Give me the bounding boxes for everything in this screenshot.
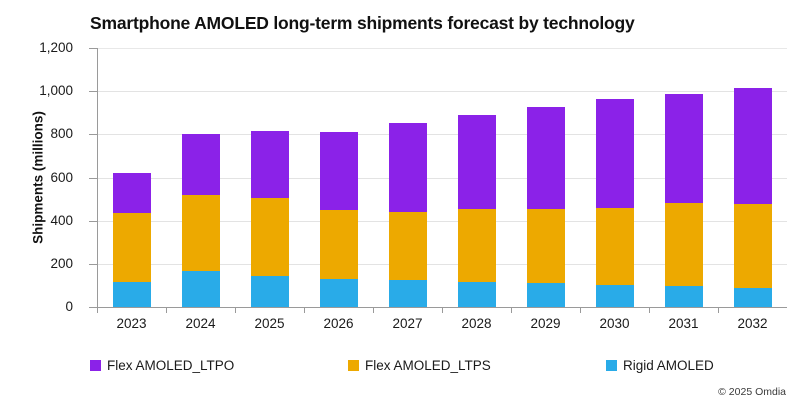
bar-segment[interactable] [457, 209, 496, 283]
legend-swatch-icon [90, 359, 101, 371]
y-tick-mark [89, 48, 97, 49]
bar-segment[interactable] [733, 203, 772, 288]
bar-segment[interactable] [388, 212, 427, 281]
bar-segment[interactable] [250, 198, 289, 277]
x-tick-label: 2025 [254, 316, 285, 331]
y-tick-mark [89, 177, 97, 179]
bar-group[interactable] [733, 48, 772, 307]
bar-segment[interactable] [664, 286, 703, 307]
legend-swatch-icon [606, 359, 617, 371]
bar-segment[interactable] [250, 131, 289, 199]
gridline [97, 263, 787, 265]
bar-group[interactable] [181, 48, 220, 307]
bar-segment[interactable] [526, 107, 565, 209]
bar-segment[interactable] [112, 172, 151, 214]
y-tick-label: 1,200 [39, 40, 73, 55]
legend-swatch-icon [348, 359, 359, 371]
bar-segment[interactable] [319, 131, 358, 210]
chart-title: Smartphone AMOLED long-term shipments fo… [90, 13, 635, 33]
x-tick-label: 2023 [116, 316, 147, 331]
plot-area: 0 200 400 600 800 1,000 1,200 2023 2024 2025 2026… [39, 41, 787, 331]
bar-segment[interactable] [595, 284, 634, 307]
bar-group[interactable] [457, 48, 496, 307]
bar-segment[interactable] [457, 114, 496, 210]
gridline [97, 177, 787, 179]
bar-group[interactable] [595, 48, 634, 307]
x-tick-mark [718, 307, 719, 313]
gridline [97, 48, 787, 49]
x-tick-label: 2031 [668, 316, 699, 331]
y-tick-mark [89, 220, 97, 222]
x-tick-mark [580, 307, 581, 313]
bar-segment[interactable] [250, 276, 289, 307]
y-tick-mark [89, 91, 97, 93]
x-tick-label: 2026 [323, 316, 354, 331]
bar-segment[interactable] [664, 93, 703, 204]
bar-segment[interactable] [319, 279, 358, 307]
legend-label: Rigid AMOLED [623, 357, 714, 373]
bar-group[interactable] [319, 48, 358, 307]
bar-segment[interactable] [595, 98, 634, 209]
bar-segment[interactable] [388, 280, 427, 307]
y-tick-mark [89, 307, 97, 308]
legend-item[interactable]: Flex AMOLED_LTPS [348, 356, 491, 374]
bar-segment[interactable] [319, 209, 358, 280]
bar-segment[interactable] [112, 213, 151, 282]
x-tick-mark [97, 307, 98, 313]
x-tick-mark [166, 307, 167, 313]
y-tick-mark [89, 263, 97, 265]
x-tick-mark [304, 307, 305, 313]
bar-group[interactable] [526, 48, 565, 307]
y-tick-label: 400 [50, 212, 73, 228]
copyright-notice: © 2025 Omdia [718, 386, 786, 398]
bar-segment[interactable] [181, 270, 220, 307]
bar-group[interactable] [112, 48, 151, 307]
x-tick-label: 2028 [461, 316, 492, 331]
bar-segment[interactable] [112, 281, 151, 307]
y-tick-label: 0 [65, 299, 73, 314]
x-tick-label: 2029 [530, 316, 561, 331]
bar-segment[interactable] [733, 88, 772, 204]
legend-item[interactable]: Rigid AMOLED [606, 356, 714, 374]
x-tick-mark [373, 307, 374, 313]
x-tick-label: 2027 [392, 316, 423, 331]
x-tick-label: 2024 [185, 316, 216, 331]
bar-segment[interactable] [181, 194, 220, 271]
x-tick-mark [235, 307, 236, 313]
x-tick-label: 2030 [599, 316, 630, 331]
chart-legend: Flex AMOLED_LTPO Flex AMOLED_LTPS Rigid AM… [90, 356, 714, 376]
bar-segment[interactable] [733, 287, 772, 307]
x-tick-label: 2032 [737, 316, 768, 331]
gridline [97, 134, 787, 136]
bar-group[interactable] [664, 48, 703, 307]
x-tick-mark [442, 307, 443, 313]
bar-segment[interactable] [388, 123, 427, 213]
legend-label: Flex AMOLED_LTPO [107, 357, 235, 373]
y-tick-mark [89, 134, 97, 136]
y-tick-label: 1,000 [39, 83, 73, 99]
gridline [97, 220, 787, 222]
x-tick-mark [649, 307, 650, 313]
legend-label: Flex AMOLED_LTPS [365, 357, 491, 373]
bar-segment[interactable] [664, 203, 703, 287]
legend-item[interactable]: Flex AMOLED_LTPO [90, 356, 234, 374]
bar-segment[interactable] [526, 208, 565, 284]
y-tick-label: 600 [50, 169, 73, 185]
x-tick-mark [511, 307, 512, 313]
x-axis-line [89, 307, 787, 308]
y-tick-label: 800 [50, 126, 73, 142]
gridline [97, 91, 787, 93]
bar-segment[interactable] [595, 208, 634, 285]
bar-segment[interactable] [457, 282, 496, 307]
bar-group[interactable] [250, 48, 289, 307]
y-tick-label: 200 [50, 255, 73, 271]
bar-segment[interactable] [181, 134, 220, 195]
bar-segment[interactable] [526, 283, 565, 307]
bar-group[interactable] [388, 48, 427, 307]
y-axis-line [97, 48, 98, 307]
